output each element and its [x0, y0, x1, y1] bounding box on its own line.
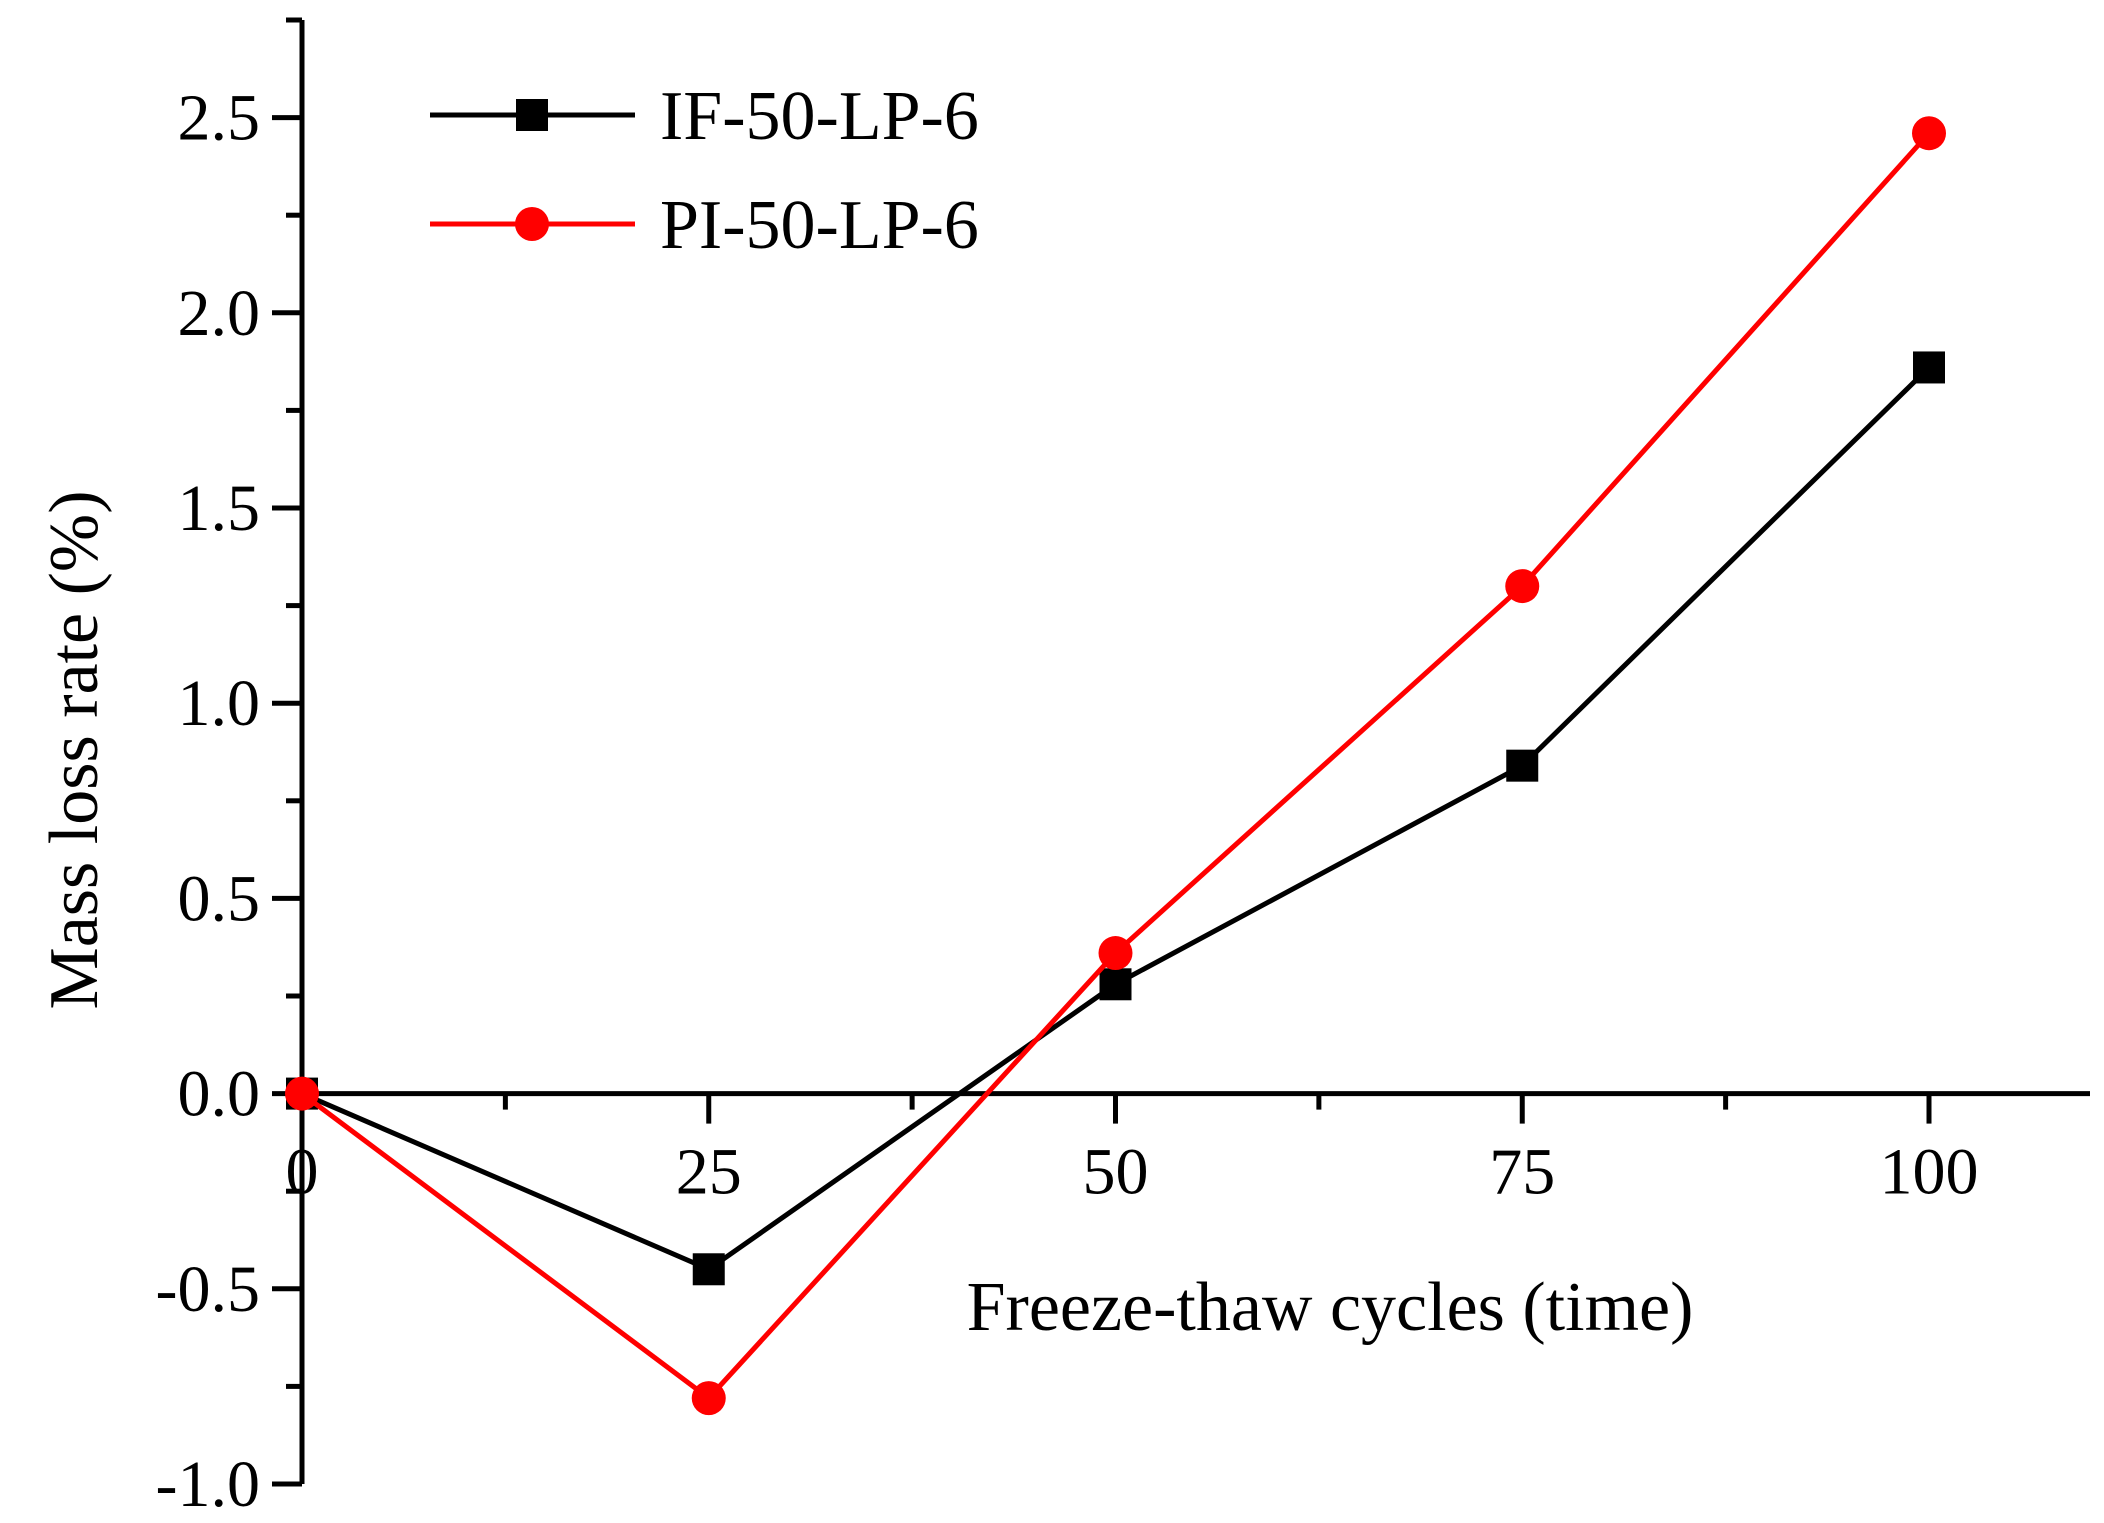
y-tick-label: 2.5: [178, 82, 261, 155]
data-point: [1913, 351, 1945, 384]
y-axis-title: Mass loss rate (%): [36, 490, 113, 1009]
x-tick-label: 50: [1083, 1136, 1149, 1209]
data-point: [1098, 936, 1133, 971]
legend-entry: IF-50-LP-6: [430, 78, 979, 155]
y-tick-label: 1.5: [178, 472, 261, 545]
data-point: [692, 1253, 725, 1286]
x-tick-label: 0: [286, 1136, 319, 1209]
x-tick-label: 100: [1880, 1136, 1979, 1209]
data-point: [285, 1076, 319, 1111]
legend-entry: PI-50-LP-6: [430, 187, 979, 264]
x-tick-label: 75: [1489, 1136, 1555, 1209]
data-point: [691, 1381, 726, 1416]
data-point: [1912, 116, 1946, 151]
series-layer: [285, 116, 1946, 1416]
axes: -1.0 -0.5 0.0 0.5 1.0 1.5 2.0 2.5 0 25 50 75 100: [156, 17, 2090, 1521]
x-tick-label: 25: [676, 1136, 742, 1209]
series-PI-50-LP-6: [285, 116, 1946, 1416]
legend-marker: [515, 207, 549, 241]
y-tick-label: -0.5: [156, 1253, 260, 1326]
y-tick-label: 2.0: [178, 277, 261, 350]
legend-label: PI-50-LP-6: [660, 187, 979, 264]
y-tick-label: -1.0: [156, 1448, 260, 1521]
data-point: [1099, 968, 1132, 1001]
y-tick-label: 1.0: [178, 667, 261, 740]
legend-marker: [516, 99, 548, 131]
legend: IF-50-LP-6 PI-50-LP-6: [430, 78, 979, 264]
data-point: [1505, 569, 1540, 604]
series-line: [301, 365, 1931, 1273]
data-point: [1506, 749, 1539, 782]
legend-label: IF-50-LP-6: [660, 78, 979, 155]
y-tick-label: 0.0: [178, 1058, 261, 1131]
y-tick-label: 0.5: [178, 862, 261, 935]
x-axis-title: Freeze-thaw cycles (time): [967, 1269, 1694, 1346]
